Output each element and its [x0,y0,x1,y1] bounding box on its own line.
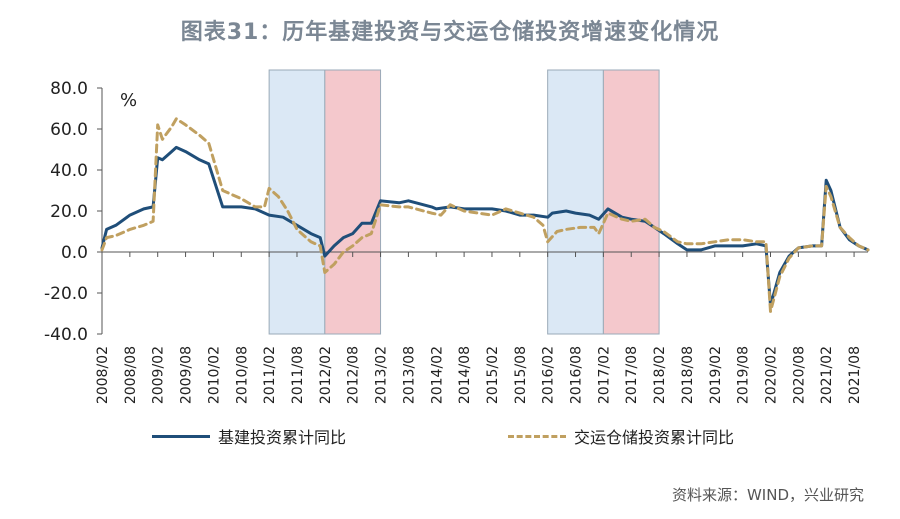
shaded-region-1 [324,69,382,335]
x-tick-label: 2018/02 [652,346,668,404]
y-tick-label: 80.0 [50,79,88,99]
legend-label-infrastructure: 基建投资累计同比 [218,428,347,447]
x-tick-label: 2020/08 [791,346,807,404]
x-tick-label: 2015/08 [513,346,529,404]
y-axis-unit-label: % [120,90,138,111]
x-tick-label: 2017/08 [624,346,640,404]
shaded-region-3 [602,69,660,335]
x-tick-label: 2014/02 [429,346,445,404]
legend-swatch-solid [152,434,210,438]
x-tick-label: 2014/08 [457,346,473,404]
series-line-1 [100,117,870,313]
x-tick-label: 2010/08 [234,346,250,404]
x-tick-label: 2016/08 [569,346,585,404]
x-tick-label: 2009/02 [151,346,167,404]
y-tick-label: -20.0 [44,284,88,304]
x-tick-label: 2013/08 [401,346,417,404]
shaded-regions [268,69,660,335]
x-tick-label: 2015/02 [485,346,501,404]
x-tick-label: 2011/02 [262,346,278,404]
source-note: 资料来源：WIND，兴业研究 [671,486,864,504]
legend-swatch-dashed [508,434,566,438]
x-tick-label: 2019/02 [708,346,724,404]
x-tick-label: 2012/08 [346,346,362,404]
legend-label-transport: 交运仓储投资累计同比 [574,428,735,447]
legend-item-transport: 交运仓储投资累计同比 [508,424,734,448]
legend-item-infrastructure: 基建投资累计同比 [152,424,346,448]
x-tick-label: 2008/02 [95,346,111,404]
x-tick-label: 2018/08 [680,346,696,404]
x-tick-label: 2013/02 [374,346,390,404]
x-tick-label: 2011/08 [290,346,306,404]
series-lines [100,117,870,313]
x-tick-label: 2017/02 [596,346,612,404]
x-tick-label: 2010/02 [206,346,222,404]
x-tick-label: 2016/02 [541,346,557,404]
series-line-0 [100,145,870,307]
chart-title: 图表31：历年基建投资与交运仓储投资增速变化情况 [180,20,720,45]
y-tick-label: 60.0 [50,120,88,140]
x-tick-label: 2021/08 [847,346,863,404]
y-tick-label: -40.0 [44,325,88,345]
x-tick-label: 2009/08 [179,346,195,404]
x-tick-label: 2008/08 [123,346,139,404]
x-tick-label: 2021/02 [819,346,835,404]
y-tick-label: 20.0 [50,202,88,222]
y-tick-label: 40.0 [50,161,88,181]
x-tick-label: 2012/02 [318,346,334,404]
shaded-region-0 [268,69,326,335]
y-tick-label: 0.0 [61,243,88,263]
x-tick-label: 2019/08 [736,346,752,404]
shaded-region-2 [547,69,604,335]
axes: 80.0 60.0 40.0 20.0 0.0 -20.0 -40.0 2008/02 2008… [44,79,868,404]
x-tick-label: 2020/02 [764,346,780,404]
